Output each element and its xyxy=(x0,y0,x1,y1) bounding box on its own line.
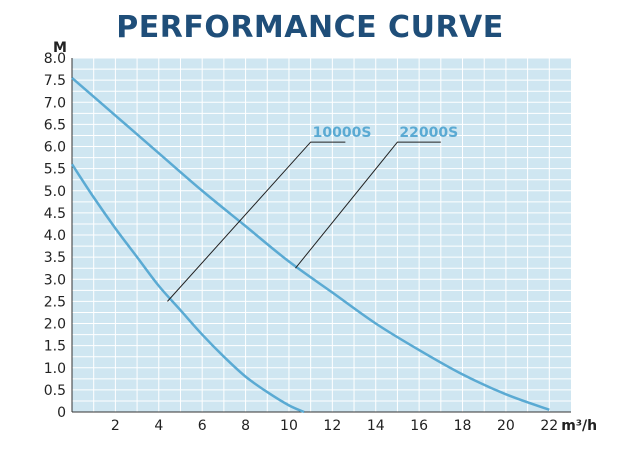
x-tick-label: 18 xyxy=(454,418,472,434)
x-tick-label: 20 xyxy=(497,418,515,434)
y-tick-label: 5.0 xyxy=(44,184,66,200)
y-tick-label: 7.5 xyxy=(44,73,66,89)
x-tick-label: 4 xyxy=(154,418,163,434)
series-leader-lines: 10000S 22000S xyxy=(167,125,458,302)
y-tick-label: 0 xyxy=(57,405,66,421)
leader-line-10000S xyxy=(167,141,346,302)
tick-labels: 0 0.5 1.0 1.5 2.0 2.5 3.0 3.5 4.0 4.5 5.0 5.5 6.0 6.5… xyxy=(44,40,597,434)
x-tick-label: 12 xyxy=(323,418,341,434)
y-tick-label: 1.5 xyxy=(44,339,66,355)
y-tick-label: 6.5 xyxy=(44,117,66,133)
grid-lines xyxy=(72,57,571,412)
y-tick-label: 2.0 xyxy=(44,317,66,333)
y-tick-label: 4.0 xyxy=(44,228,66,244)
y-tick-label: 1.0 xyxy=(44,361,66,377)
y-tick-label: 0.5 xyxy=(44,383,66,399)
y-tick-label: 3.5 xyxy=(44,250,66,266)
y-tick-label: 2.5 xyxy=(44,294,66,310)
y-tick-label: 4.5 xyxy=(44,206,66,222)
axes xyxy=(71,58,571,413)
x-tick-label: 6 xyxy=(198,418,207,434)
leader-line-22000S xyxy=(295,141,441,269)
series-lines xyxy=(70,76,550,414)
y-tick-label: 8.0 xyxy=(44,51,66,67)
y-axis-unit: M xyxy=(53,40,67,56)
series-label-10000S: 10000S xyxy=(313,125,372,141)
chart-title: PERFORMANCE CURVE xyxy=(116,10,504,45)
y-tick-label: 5.5 xyxy=(44,162,66,178)
y-tick-label: 3.0 xyxy=(44,272,66,288)
x-tick-label: 14 xyxy=(367,418,385,434)
x-axis-unit: m³/h xyxy=(561,418,597,434)
x-tick-label: 8 xyxy=(241,418,250,434)
y-tick-label: 7.0 xyxy=(44,95,66,111)
series-line-10000S xyxy=(70,163,305,414)
x-tick-label: 16 xyxy=(410,418,428,434)
x-tick-label: 22 xyxy=(540,418,558,434)
y-tick-label: 6.0 xyxy=(44,140,66,156)
series-label-22000S: 22000S xyxy=(399,125,458,141)
x-tick-label: 10 xyxy=(280,418,298,434)
x-tick-label: 2 xyxy=(111,418,120,434)
series-line-22000S xyxy=(71,76,550,411)
